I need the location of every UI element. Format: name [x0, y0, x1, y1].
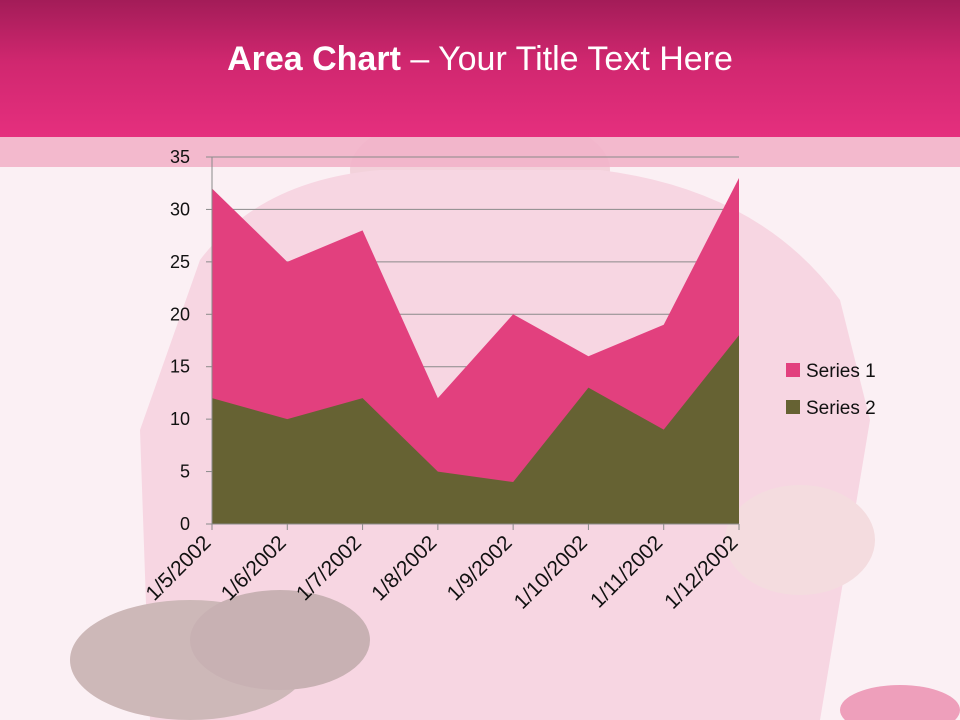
area-series: [212, 177, 739, 524]
y-tick-label: 5: [180, 462, 190, 482]
y-tick-label: 25: [170, 252, 190, 272]
x-tick-label: 1/12/2002: [660, 531, 742, 613]
x-tick-label: 1/9/2002: [443, 531, 517, 605]
x-tick-label: 1/6/2002: [217, 531, 291, 605]
x-tick-label: 1/10/2002: [510, 531, 592, 613]
legend: Series 1 Series 2: [786, 361, 876, 419]
y-tick-label: 10: [170, 409, 190, 429]
legend-swatch: [786, 400, 800, 414]
y-tick-label: 30: [170, 199, 190, 219]
title-bar-band: [0, 137, 960, 167]
x-tick-label: 1/11/2002: [586, 531, 667, 612]
y-tick-label: 20: [170, 304, 190, 324]
title-bar: [0, 0, 960, 137]
legend-label: Series 2: [806, 398, 876, 419]
slide-title: Area Chart – Your Title Text Here: [0, 40, 960, 79]
y-tick-label: 0: [180, 514, 190, 534]
title-bold: Area Chart: [227, 40, 401, 78]
title-rest: – Your Title Text Here: [400, 40, 733, 78]
axes: [211, 157, 740, 530]
y-tick-label: 35: [170, 147, 190, 167]
x-tick-label: 1/5/2002: [141, 531, 215, 605]
x-tick-label: 1/8/2002: [367, 531, 441, 605]
legend-swatch: [786, 363, 800, 377]
legend-label: Series 1: [806, 361, 876, 382]
y-axis-ticks: 0 5 10 15 20 25 30 35: [170, 147, 190, 534]
y-tick-label: 15: [170, 357, 190, 377]
x-tick-label: 1/7/2002: [292, 531, 366, 605]
x-axis-ticks: 1/5/2002 1/6/2002 1/7/2002 1/8/2002 1/9/2002…: [141, 531, 742, 613]
area-series-2: [212, 335, 739, 524]
